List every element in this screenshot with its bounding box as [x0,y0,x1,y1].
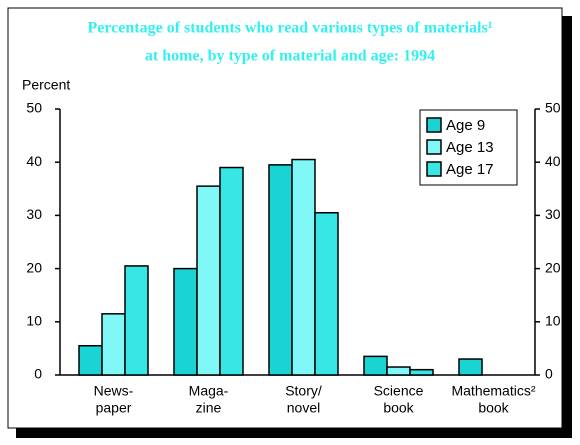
x-tick-label: zine [196,400,222,416]
bar [101,313,126,376]
x-tick-label: News- [94,383,134,399]
bar [291,158,316,376]
y-tick-label: 10 [26,313,42,329]
chart-title: at home, by type of material and age: 19… [145,48,435,65]
y2-tick-label: 10 [545,313,561,329]
bar [219,166,244,376]
legend-label: Age 13 [446,139,494,156]
x-tick-label: book [383,400,414,416]
chart-title: Percentage of students who read various … [87,20,492,37]
y2-tick-label: 40 [545,153,561,169]
x-tick-label: Maga- [189,383,229,399]
x-tick-label: book [478,400,509,416]
x-tick-label: Story/ [285,383,322,399]
x-tick-label: Science [374,383,424,399]
y2-tick-label: 50 [545,100,561,116]
bar [124,265,149,376]
x-tick-label: paper [96,400,132,416]
legend-label: Age 17 [446,161,494,178]
y-tick-label: 20 [26,259,42,275]
y-tick-label: 30 [26,206,42,222]
bar [173,267,198,376]
legend-swatch [426,139,442,155]
x-tick-label: novel [287,400,320,416]
bar [386,366,411,376]
y2-tick-label: 30 [545,206,561,222]
legend-swatch [426,117,442,133]
bar [268,164,293,376]
y-tick-label: 50 [26,100,42,116]
y-tick-label: 40 [26,153,42,169]
bar [409,368,434,376]
x-tick-label: Mathematics² [451,383,535,399]
bar [196,185,221,376]
y2-tick-label: 0 [545,366,553,382]
y-tick-label: 0 [34,366,42,382]
legend-label: Age 9 [446,117,485,134]
bar [458,358,483,376]
bar [363,355,388,376]
bar [314,211,339,376]
y-axis-label: Percent [22,77,70,93]
bar [78,344,103,376]
legend-swatch [426,161,442,177]
y2-tick-label: 20 [545,259,561,275]
